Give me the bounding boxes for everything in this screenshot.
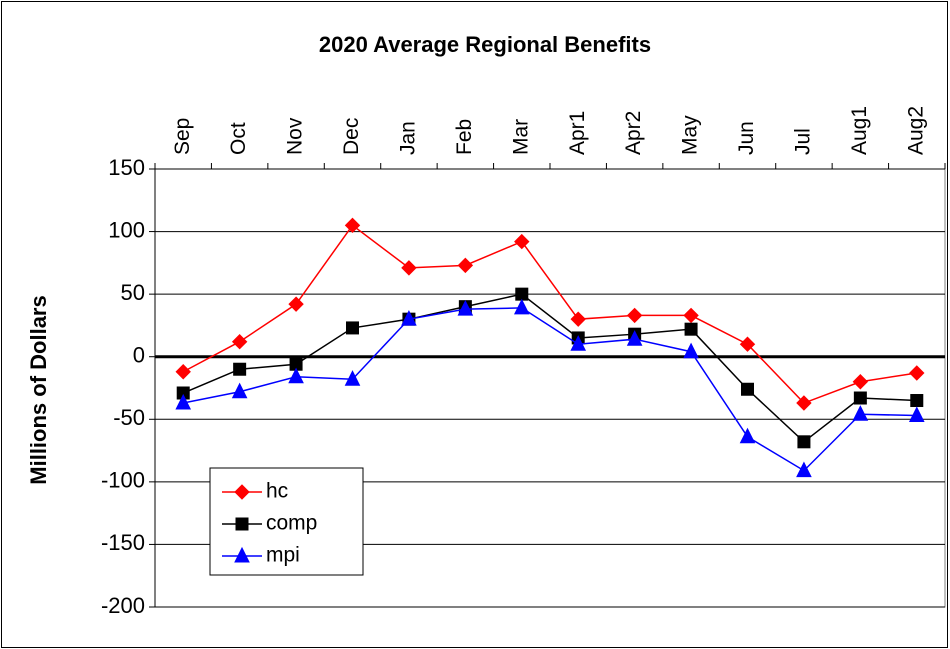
marker [401,260,417,276]
marker [683,342,699,359]
marker [739,427,756,444]
y-tick-label: 0 [133,343,145,368]
y-tick-label: 100 [108,217,145,242]
x-tick-label: May [679,115,702,155]
marker [175,364,191,380]
chart-title: 2020 Average Regional Benefits [319,32,651,57]
marker [683,307,699,324]
marker [233,362,247,376]
marker [288,367,304,384]
marker [797,435,811,449]
y-tick-label: -50 [113,405,145,430]
x-tick-label: Aug2 [904,106,927,155]
marker [344,217,361,234]
x-tick-label: Apr1 [566,111,589,155]
series-line [182,224,917,404]
marker [514,233,530,250]
marker [344,370,361,386]
y-tick-label: -200 [101,593,145,618]
x-tick-label: Sep [171,118,194,155]
marker [853,391,867,405]
marker [570,335,587,351]
marker [513,298,530,315]
marker [910,394,924,408]
x-tick-label: Jul [791,128,814,155]
legend-label: hc [266,480,288,503]
marker [909,365,925,381]
legend-marker [234,546,250,563]
marker [288,296,304,312]
x-tick-label: Aug1 [848,106,871,155]
legend-label: comp [266,512,317,535]
marker [401,310,417,326]
marker [457,300,474,316]
marker [626,330,643,346]
marker [346,321,359,335]
y-tick-label: -100 [101,468,145,493]
x-tick-label: Oct [227,122,250,155]
marker [741,382,754,396]
marker [852,374,869,390]
marker [908,406,925,423]
legend-marker [234,484,250,500]
series-line [183,307,917,472]
marker [852,405,869,421]
marker [175,393,192,410]
marker [231,333,248,350]
legend-label: mpi [266,544,300,567]
marker [515,287,529,301]
marker [796,395,812,411]
x-tick-label: Nov [284,117,307,155]
x-tick-label: Apr2 [622,111,645,155]
x-tick-label: Mar [509,119,532,155]
marker [570,311,586,327]
marker [739,336,756,352]
y-tick-label: 150 [108,155,145,180]
x-tick-label: Dec [340,118,363,155]
y-axis-label: Millions of Dollars [26,295,51,484]
marker [796,461,812,478]
legend-marker [235,517,249,531]
series-line [182,293,917,443]
x-tick-label: Jun [735,121,758,155]
y-tick-label: -150 [101,530,145,555]
marker [231,382,248,399]
x-tick-label: Jan [396,121,419,155]
x-tick-label: Feb [453,119,476,155]
y-tick-label: 50 [121,280,145,305]
marker [684,322,698,336]
marker [626,307,643,324]
marker [457,257,474,274]
